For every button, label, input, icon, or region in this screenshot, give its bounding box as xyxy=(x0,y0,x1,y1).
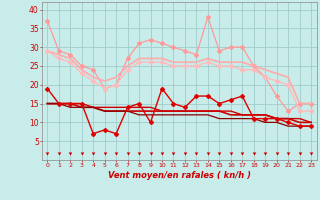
X-axis label: Vent moyen/en rafales ( kn/h ): Vent moyen/en rafales ( kn/h ) xyxy=(108,171,251,180)
